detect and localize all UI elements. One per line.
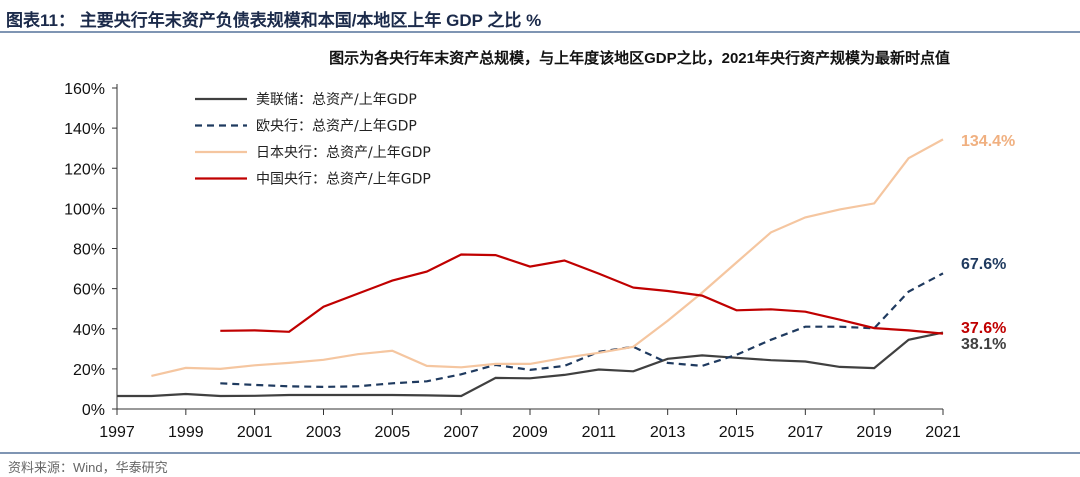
x-tick-label: 2019 bbox=[856, 424, 892, 441]
y-tick-label: 120% bbox=[64, 161, 105, 178]
series-line-2 bbox=[151, 138, 944, 377]
x-tick-label: 2007 bbox=[443, 424, 479, 441]
x-tick-label: 2003 bbox=[306, 424, 342, 441]
y-tick-label: 140% bbox=[64, 121, 105, 138]
source-note: 资料来源：Wind，华泰研究 bbox=[8, 460, 168, 475]
series-line-1 bbox=[220, 272, 944, 389]
legend-label-2: 日本央行：总资产/上年GDP bbox=[256, 145, 431, 161]
y-tick-label: 40% bbox=[73, 322, 105, 339]
figure-title: 图表11： 主要央行年末资产负债表规模和本国/本地区上年 GDP 之比 % bbox=[6, 11, 542, 30]
x-tick-label: 2021 bbox=[925, 424, 961, 441]
y-tick-label: 0% bbox=[82, 402, 105, 419]
legend-label-3: 中国央行：总资产/上年GDP bbox=[256, 172, 431, 188]
series-line-0 bbox=[117, 331, 944, 398]
chart-subtitle: 图示为各央行年末资产总规模，与上年度该地区GDP之比，2021年央行资产规模为最… bbox=[329, 50, 950, 67]
x-tick-label: 2005 bbox=[375, 424, 411, 441]
x-tick-label: 2009 bbox=[512, 424, 548, 441]
y-tick-label: 60% bbox=[73, 282, 105, 299]
y-tick-label: 80% bbox=[73, 242, 105, 259]
x-tick-label: 2001 bbox=[237, 424, 273, 441]
end-label-1: 67.6% bbox=[961, 256, 1006, 273]
x-tick-label: 2013 bbox=[650, 424, 686, 441]
title-divider bbox=[0, 31, 1080, 33]
footer-divider bbox=[0, 452, 1080, 454]
series-line-3 bbox=[220, 253, 944, 335]
end-label-2: 134.4% bbox=[961, 133, 1015, 150]
legend-label-1: 欧央行：总资产/上年GDP bbox=[256, 119, 417, 135]
x-tick-label: 1999 bbox=[168, 424, 204, 441]
x-tick-label: 2015 bbox=[719, 424, 755, 441]
end-label-0: 38.1% bbox=[961, 336, 1006, 353]
end-label-3: 37.6% bbox=[961, 320, 1006, 337]
x-tick-label: 2017 bbox=[788, 424, 824, 441]
y-tick-label: 100% bbox=[64, 201, 105, 218]
y-tick-label: 160% bbox=[64, 81, 105, 98]
legend-label-0: 美联储：总资产/上年GDP bbox=[256, 92, 417, 108]
x-tick-label: 1997 bbox=[99, 424, 135, 441]
y-tick-label: 20% bbox=[73, 362, 105, 379]
x-tick-label: 2011 bbox=[582, 424, 617, 441]
